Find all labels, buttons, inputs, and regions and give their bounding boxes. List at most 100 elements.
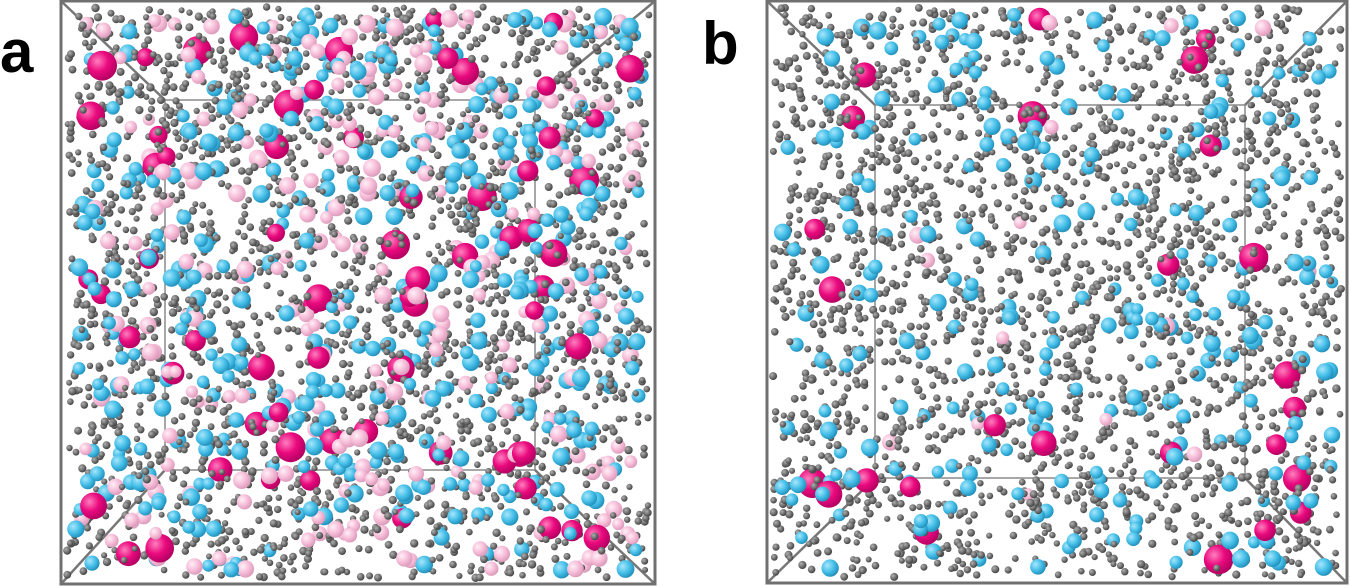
particle: [166, 71, 173, 79]
particle: [533, 69, 542, 78]
particle: [451, 41, 459, 50]
particle: [300, 159, 309, 168]
particle: [597, 284, 606, 292]
particle: [102, 557, 112, 567]
particle: [845, 428, 853, 436]
particle: [140, 42, 149, 50]
particle: [641, 557, 649, 565]
particle: [995, 316, 1003, 324]
ion-blue: [124, 280, 141, 298]
particle: [1101, 204, 1108, 211]
particle: [501, 353, 508, 360]
particle: [417, 106, 426, 115]
particle: [392, 509, 399, 515]
particle: [1296, 543, 1303, 551]
particle: [875, 133, 884, 142]
particle: [213, 234, 221, 242]
particle: [1017, 48, 1026, 56]
particle: [340, 406, 347, 414]
particle: [1123, 267, 1132, 276]
particle: [851, 99, 858, 106]
particle: [602, 424, 610, 432]
particle: [1291, 76, 1298, 84]
particle: [357, 257, 366, 266]
particle: [409, 198, 419, 207]
particle: [147, 105, 155, 113]
particle: [1271, 203, 1278, 210]
particle: [800, 520, 807, 527]
particle: [1072, 281, 1080, 289]
particle: [810, 187, 819, 196]
particle: [346, 278, 354, 286]
particle: [643, 385, 651, 393]
ion-pink: [440, 9, 459, 28]
particle: [643, 50, 651, 58]
particle: [490, 334, 498, 343]
particle: [855, 229, 863, 238]
particle: [380, 32, 387, 40]
particle: [616, 455, 623, 462]
particle: [460, 111, 467, 118]
particle: [1004, 566, 1012, 574]
particle: [1078, 488, 1087, 496]
particle: [473, 10, 482, 19]
ion-blue: [305, 384, 320, 399]
particle: [388, 495, 397, 505]
particle: [487, 440, 494, 448]
particle: [128, 208, 136, 216]
particle: [170, 118, 179, 128]
ion-pink: [506, 207, 519, 220]
particle: [369, 413, 377, 421]
particle: [1318, 298, 1327, 307]
particle: [1081, 526, 1088, 534]
ion-blue: [298, 232, 315, 249]
particle: [207, 540, 215, 548]
particle: [994, 407, 1002, 415]
particle: [1152, 191, 1160, 199]
particle: [488, 423, 496, 432]
particle: [977, 24, 985, 32]
ion-pink: [590, 292, 608, 310]
particle: [838, 397, 847, 407]
particle: [613, 346, 622, 354]
particle: [323, 140, 332, 149]
particle: [973, 538, 981, 546]
ion-pink: [593, 24, 609, 40]
ion-blue: [258, 43, 272, 56]
particle: [538, 450, 547, 458]
particle: [1129, 468, 1137, 476]
particle: [321, 568, 329, 576]
particle: [1268, 363, 1276, 370]
particle: [799, 293, 806, 300]
particle: [133, 215, 140, 222]
particle: [374, 274, 383, 283]
particle: [776, 130, 784, 139]
ion-blue: [563, 527, 577, 540]
particle: [344, 216, 353, 225]
ion-blue: [84, 203, 101, 220]
particle: [1299, 292, 1306, 299]
particle: [1308, 389, 1317, 398]
particle: [607, 357, 615, 366]
particle: [915, 66, 922, 74]
particle: [1218, 115, 1227, 123]
particle: [613, 165, 622, 173]
ion-blue: [352, 84, 367, 98]
particle: [519, 571, 526, 579]
particle: [305, 549, 313, 557]
particle: [1321, 147, 1329, 155]
particle: [156, 146, 164, 153]
particle: [120, 556, 128, 564]
ion-blue: [415, 555, 434, 574]
particle: [939, 372, 947, 380]
particle: [1042, 329, 1048, 336]
particle: [853, 539, 860, 546]
particle: [360, 525, 369, 534]
particle: [215, 385, 222, 393]
ion-blue: [481, 473, 495, 487]
particle: [1243, 127, 1252, 136]
particle: [294, 509, 301, 516]
particle: [256, 573, 264, 581]
particle: [1036, 294, 1044, 302]
particle: [186, 222, 194, 231]
